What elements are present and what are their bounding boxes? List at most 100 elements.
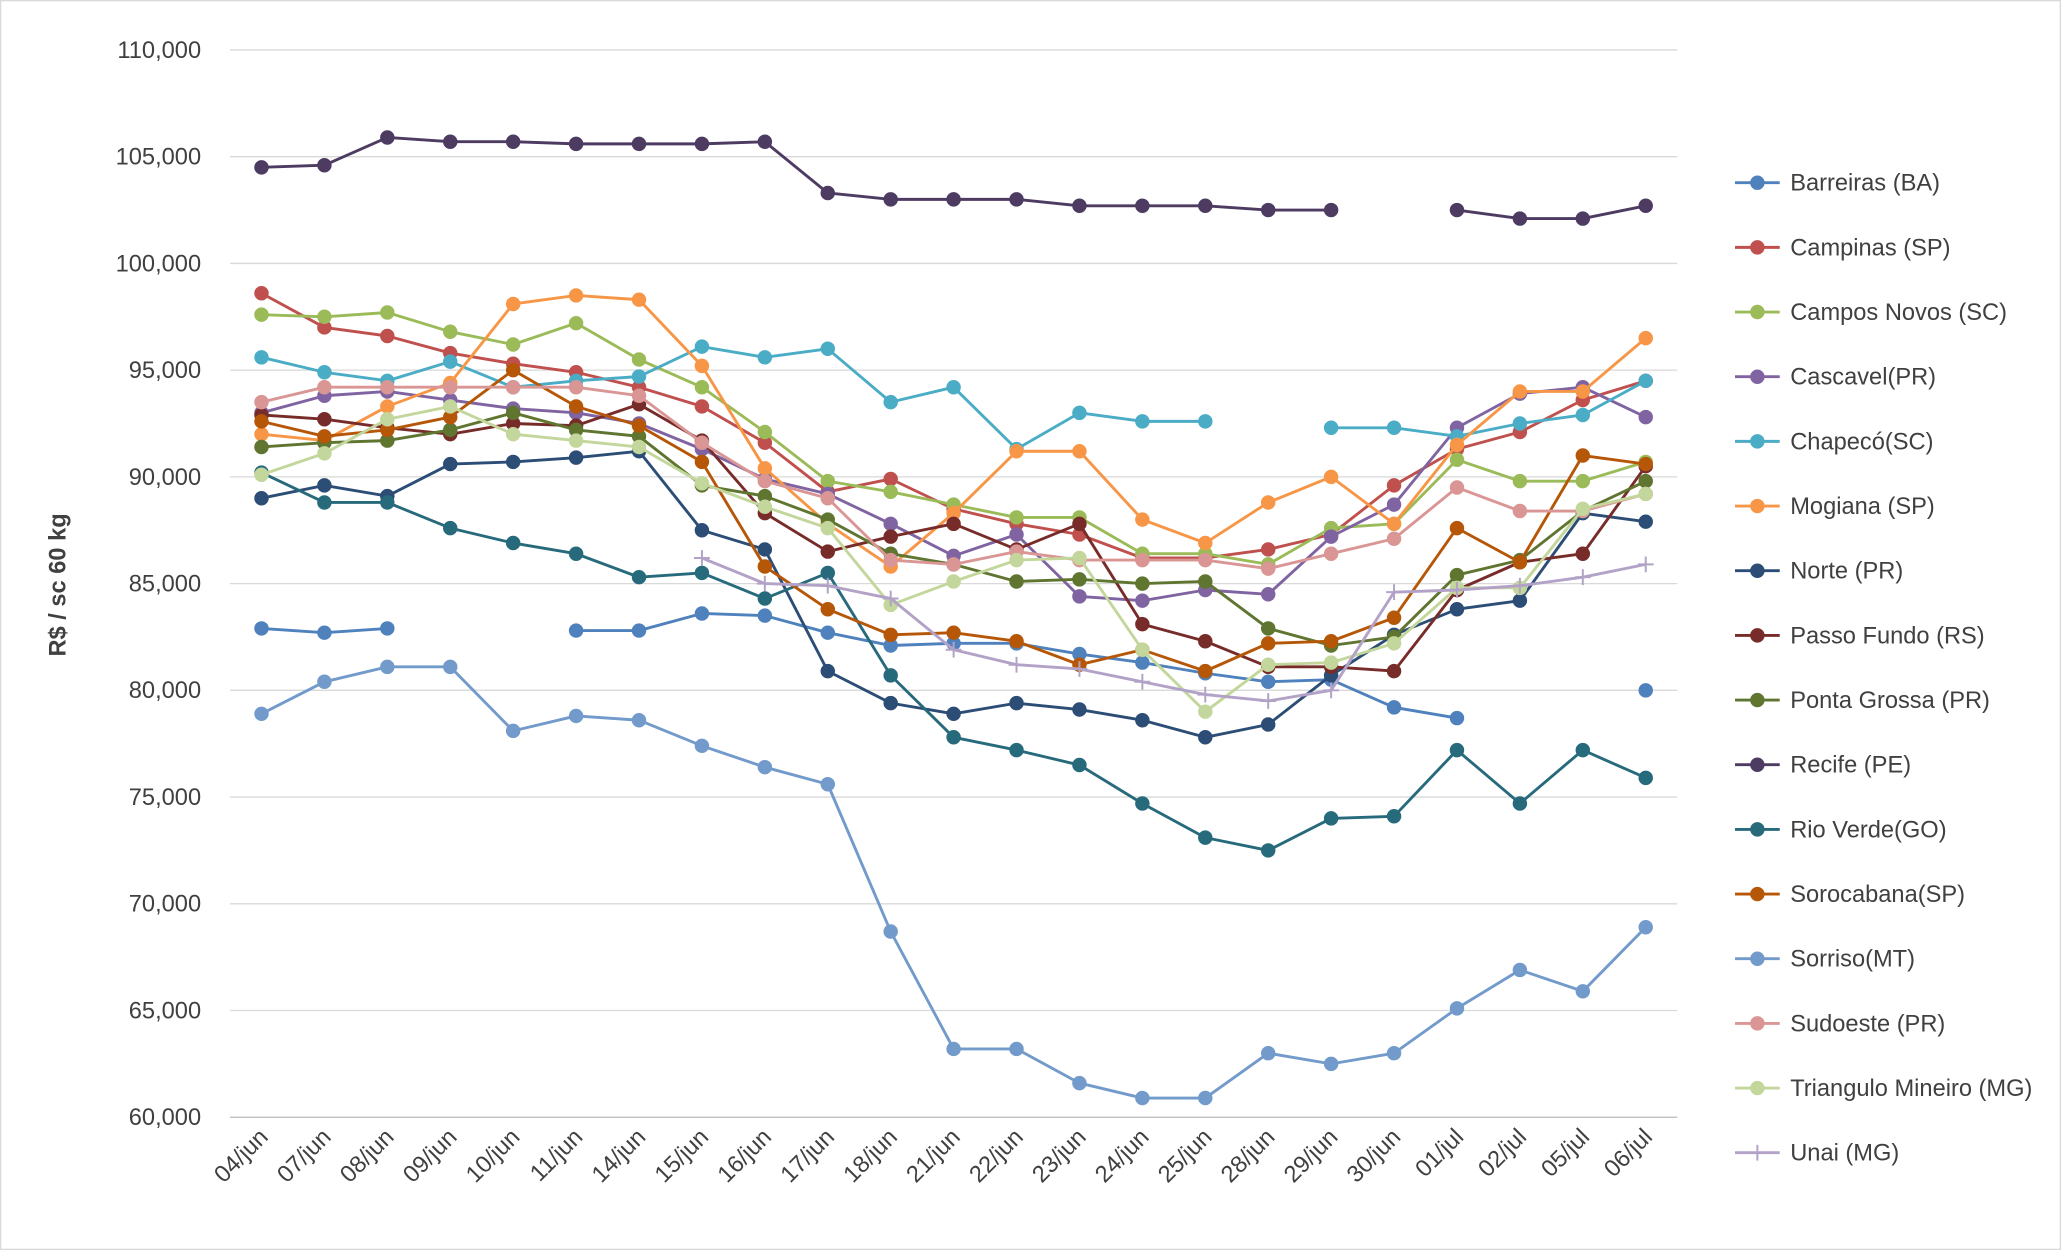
- data-point: [1260, 587, 1276, 602]
- data-point: [443, 354, 458, 369]
- data-point: [1512, 384, 1528, 399]
- data-point: [1638, 373, 1653, 389]
- legend-label: Rio Verde(GO): [1790, 817, 1946, 843]
- data-point: [1260, 1045, 1276, 1061]
- data-point: [757, 350, 773, 365]
- data-point: [1386, 584, 1402, 601]
- legend-label: Campos Novos (SC): [1790, 300, 2007, 326]
- y-tick-label: 90,000: [129, 465, 201, 491]
- legend-label: Passo Fundo (RS): [1790, 623, 1984, 649]
- data-point: [1575, 448, 1591, 463]
- data-point: [380, 130, 395, 145]
- data-point: [317, 365, 332, 380]
- data-point: [1323, 529, 1339, 544]
- data-point: [1260, 202, 1276, 218]
- data-point: [694, 379, 710, 395]
- data-point: [505, 454, 521, 470]
- data-point: [1009, 552, 1024, 568]
- data-point: [380, 328, 395, 344]
- data-point: [443, 659, 458, 675]
- y-tick-label: 100,000: [116, 251, 201, 277]
- data-point: [694, 606, 710, 621]
- data-point: [317, 429, 332, 444]
- data-point: [1008, 656, 1025, 673]
- data-point: [568, 450, 584, 465]
- legend-marker: [1750, 1080, 1765, 1096]
- data-point: [1638, 409, 1653, 425]
- data-point: [1135, 642, 1150, 657]
- data-point: [1260, 621, 1276, 636]
- data-point: [694, 476, 710, 491]
- data-point: [694, 399, 710, 414]
- data-point: [1637, 556, 1654, 573]
- data-point: [1135, 414, 1150, 429]
- data-point: [1135, 712, 1150, 728]
- data-point: [505, 362, 521, 378]
- data-point: [1386, 1045, 1402, 1061]
- data-point: [443, 456, 458, 472]
- data-point: [1575, 211, 1591, 226]
- data-point: [1260, 657, 1276, 672]
- legend-label: Ponta Grossa (PR): [1790, 688, 1990, 714]
- data-point: [1638, 198, 1653, 214]
- data-point: [1449, 582, 1465, 598]
- data-point: [1512, 473, 1528, 489]
- data-point: [1638, 473, 1653, 489]
- data-point: [946, 1041, 961, 1057]
- data-point: [883, 394, 898, 410]
- data-point: [1009, 527, 1024, 542]
- data-point: [882, 590, 899, 607]
- data-point: [946, 516, 961, 532]
- data-point: [1135, 796, 1150, 811]
- data-point: [694, 738, 710, 754]
- data-point: [1072, 516, 1087, 532]
- data-point: [380, 305, 395, 320]
- data-point: [568, 136, 584, 152]
- data-point: [756, 575, 773, 592]
- data-point: [254, 706, 269, 722]
- legend-marker: [1749, 1144, 1766, 1161]
- data-point: [757, 134, 773, 149]
- data-point: [1575, 473, 1591, 489]
- y-tick-label: 85,000: [129, 571, 201, 597]
- data-point: [694, 454, 710, 470]
- data-point: [505, 723, 521, 739]
- data-point: [1009, 695, 1024, 711]
- data-point: [757, 499, 773, 514]
- data-point: [757, 591, 773, 606]
- data-point: [1072, 572, 1087, 587]
- data-point: [380, 379, 395, 395]
- data-point: [1512, 211, 1528, 226]
- data-point: [317, 495, 332, 510]
- data-point: [1638, 456, 1653, 472]
- data-point: [1072, 757, 1087, 773]
- data-point: [631, 352, 647, 367]
- data-point: [1135, 198, 1150, 214]
- data-point: [1009, 444, 1024, 459]
- legend-label: Triangulo Mineiro (MG): [1790, 1076, 2032, 1102]
- data-point: [1574, 569, 1591, 586]
- data-point: [317, 309, 332, 325]
- data-point: [883, 924, 898, 939]
- data-point: [1386, 497, 1402, 512]
- data-point: [1198, 663, 1213, 679]
- data-point: [820, 473, 835, 489]
- data-point: [1323, 469, 1339, 485]
- data-point: [1134, 673, 1151, 690]
- data-point: [1198, 634, 1213, 649]
- series-line: [261, 136, 1647, 221]
- data-point: [1135, 593, 1150, 608]
- data-point: [1071, 661, 1088, 677]
- data-point: [1135, 512, 1150, 527]
- data-point: [1323, 202, 1339, 218]
- legend-label: Mogiana (SP): [1790, 494, 1935, 520]
- data-point: [1323, 634, 1339, 649]
- data-point: [505, 134, 521, 149]
- data-point: [757, 559, 773, 574]
- legend-marker: [1750, 822, 1765, 837]
- data-point: [380, 621, 395, 636]
- data-point: [443, 422, 458, 438]
- data-point: [1449, 452, 1465, 468]
